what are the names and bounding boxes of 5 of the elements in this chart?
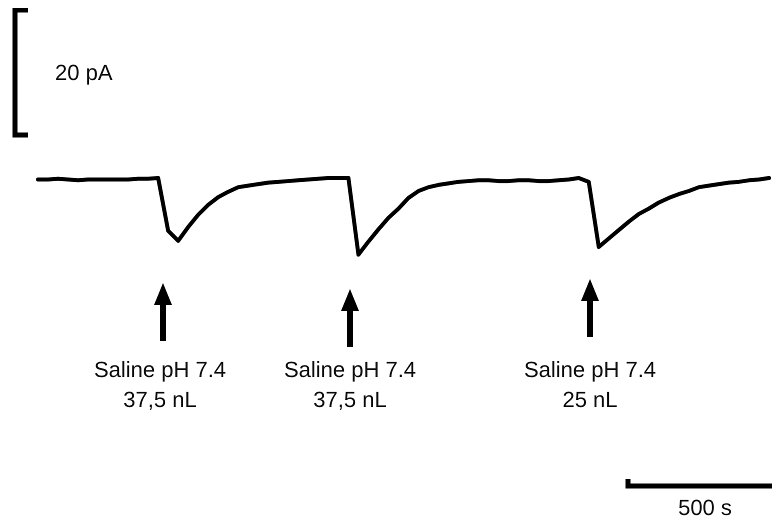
text: Saline pH 7.4 25 nL [522,356,658,414]
text: Saline pH 7.4 37,5 nL [282,356,418,414]
text: Saline pH 7.4 37,5 nL [92,356,228,414]
text: 500 s [677,494,733,522]
text: 20 pA [55,59,112,87]
